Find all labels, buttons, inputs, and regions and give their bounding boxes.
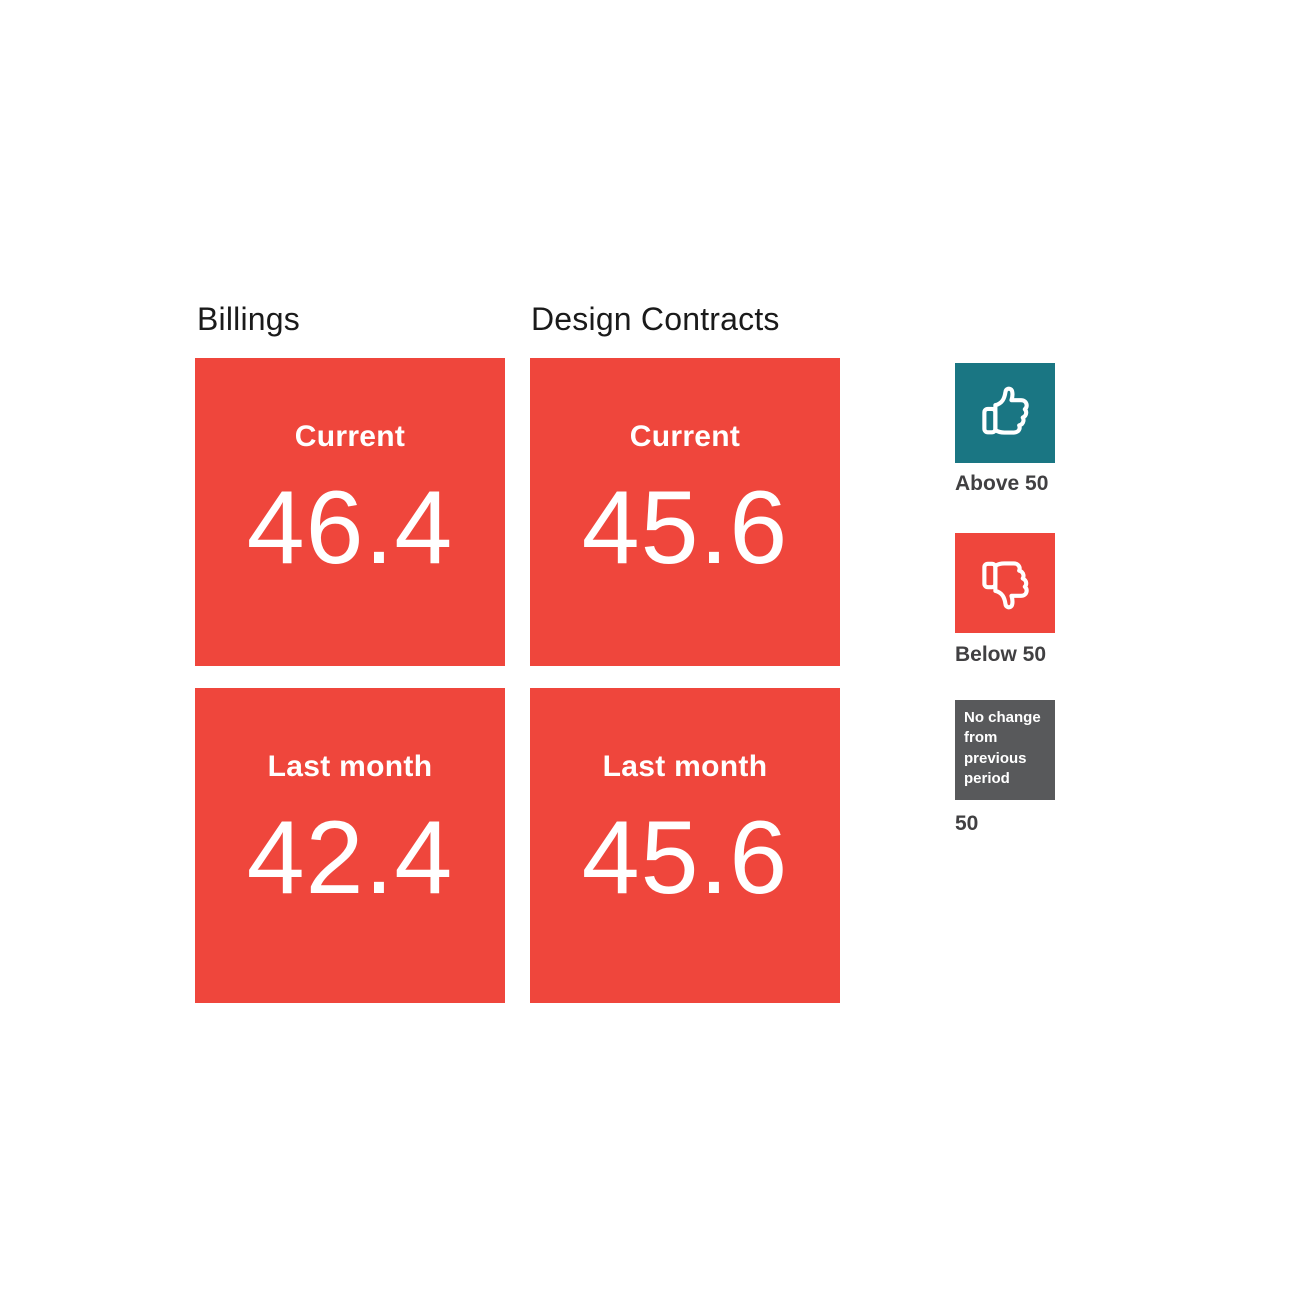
tile-label: Last month (267, 750, 433, 783)
tile-label: Last month (602, 750, 768, 783)
column-title-billings: Billings (197, 301, 300, 337)
legend-box-below-50 (955, 533, 1055, 633)
legend-label-50: 50 (955, 812, 979, 835)
tile-value: 42.4 (246, 800, 454, 916)
tile-design-contracts-current: Current 45.6 (530, 358, 840, 666)
tile-design-contracts-last-month: Last month 45.6 (530, 688, 840, 1003)
thumbs-up-icon (982, 386, 1029, 435)
tile-billings-last-month: Last month 42.4 (195, 688, 505, 1003)
legend-label-below-50: Below 50 (955, 643, 1047, 666)
legend-box-above-50 (955, 363, 1055, 463)
legend-label-above-50: Above 50 (955, 472, 1049, 495)
tile-value: 46.4 (246, 470, 454, 586)
tile-billings-current: Current 46.4 (195, 358, 505, 666)
no-change-text: No change from previous period (964, 709, 1041, 787)
tile-label: Current (294, 420, 406, 453)
column-title-design-contracts: Design Contracts (531, 301, 780, 337)
tile-value: 45.6 (581, 470, 789, 586)
tile-value: 45.6 (581, 800, 789, 916)
tile-label: Current (629, 420, 741, 453)
thumbs-down-icon (982, 561, 1029, 610)
legend-box-no-change: No change from previous period (955, 700, 1055, 800)
